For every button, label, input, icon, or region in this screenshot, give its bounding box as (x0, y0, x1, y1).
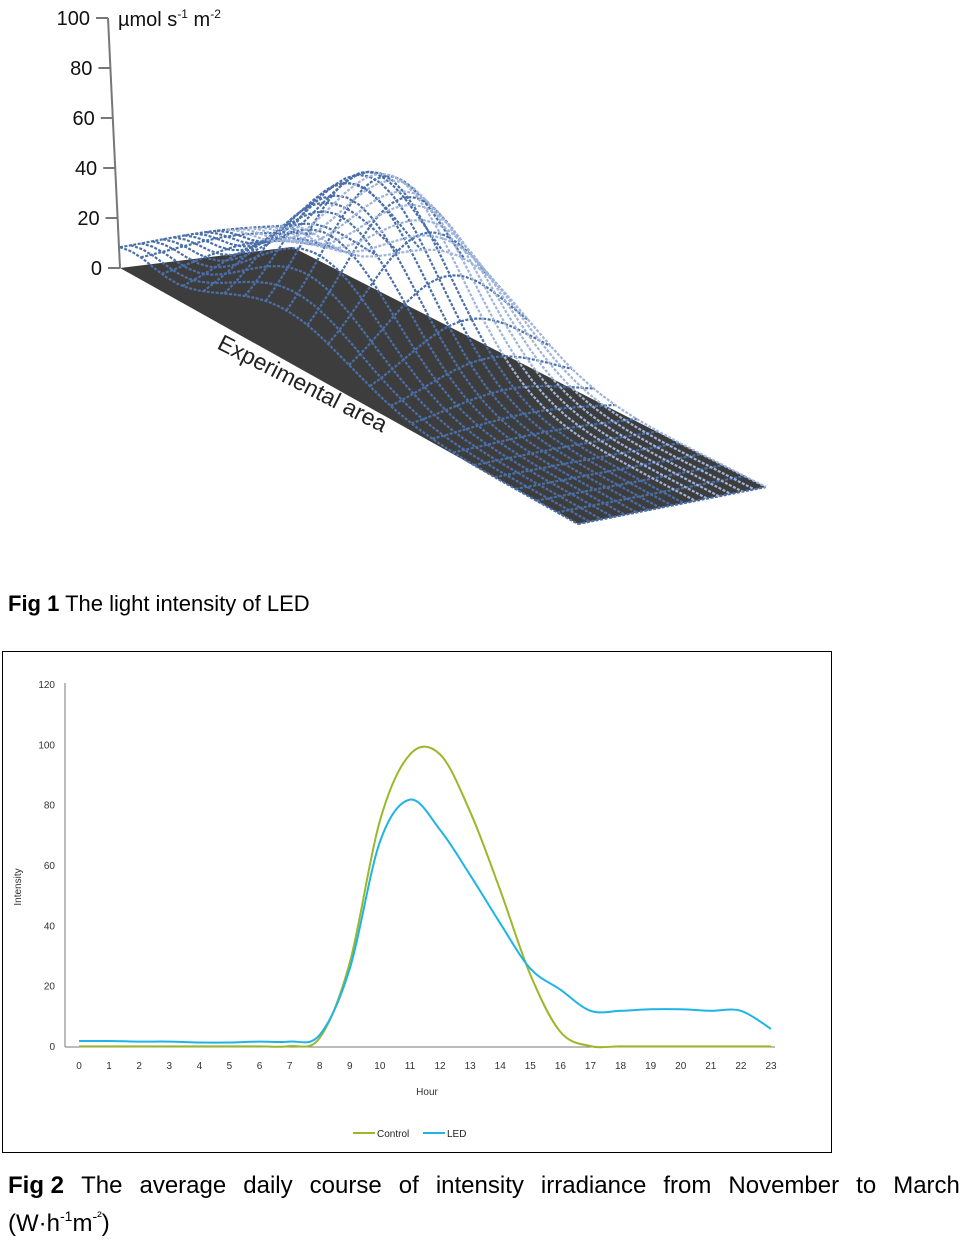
fig2-x-tick-label: 13 (465, 1061, 477, 1072)
fig2-caption-word: intensity (435, 1172, 524, 1199)
fig1-mesh-line (162, 228, 626, 516)
fig2-y-tick-label: 20 (44, 982, 56, 993)
fig2-x-tick-label: 14 (495, 1061, 507, 1072)
fig2-x-tick-label: 3 (166, 1061, 172, 1072)
fig1-mesh-line (205, 173, 673, 507)
fig1-mesh-line (152, 240, 614, 519)
fig2-caption-unit: (W·h-1m-²) (8, 1208, 110, 1237)
fig2-caption-word: November (728, 1172, 840, 1199)
fig2-x-tick-label: 15 (525, 1061, 537, 1072)
fig2-y-tick-label: 40 (44, 921, 56, 932)
fig2-caption-label: Fig 2 (8, 1172, 65, 1199)
fig1-mesh-line (281, 224, 755, 491)
fig2-x-tick-label: 17 (585, 1061, 597, 1072)
fig2-x-tick-label: 10 (374, 1061, 386, 1072)
fig1-mesh-line (536, 464, 724, 502)
fig2-legend: Control LED (353, 1129, 466, 1140)
fig2-caption-word: average (139, 1172, 227, 1199)
fig2-x-tick-label: 12 (434, 1061, 446, 1072)
fig1-unit-label: µmol s-1 m-2 (118, 7, 221, 31)
fig2-y-tick-label: 120 (38, 680, 55, 691)
fig2-y-tick-label: 80 (44, 801, 56, 812)
fig2-x-tick-label: 6 (257, 1061, 263, 1072)
fig2-x-tick-label: 7 (287, 1061, 293, 1072)
fig1-mesh-line (140, 231, 314, 259)
fig2-x-tick-label: 9 (347, 1061, 353, 1072)
fig1-tick-label: 60 (73, 108, 95, 130)
fig2-x-tick-label: 2 (136, 1061, 142, 1072)
fig1-mesh-line (348, 274, 530, 366)
fig1-mesh-line (181, 237, 357, 287)
fig2-x-tick-label: 21 (705, 1061, 717, 1072)
fig2-x-tick-label: 4 (197, 1061, 203, 1072)
fig2-series-lines (78, 745, 772, 1049)
fig1-mesh-line (130, 244, 591, 523)
fig2-series-control-line (79, 745, 771, 1049)
fig1-tick-label: 100 (57, 8, 90, 30)
fig1-tick-label: 0 (91, 258, 102, 280)
fig2-caption-word: March (893, 1172, 960, 1199)
fig1-tick-label: 80 (70, 58, 92, 80)
fig2-x-tick-label: 1 (106, 1061, 112, 1072)
fig1-mesh-line (238, 179, 708, 500)
fig1-vertical-axis (107, 17, 121, 269)
fig2-x-tick-label: 23 (765, 1061, 777, 1072)
fig1-mesh-line (291, 224, 767, 488)
fig1-mesh-line (119, 246, 579, 525)
fig2-caption-word: from (663, 1172, 712, 1199)
fig2-y-tick-label: 0 (49, 1042, 55, 1053)
fig2-x-tick-label: 18 (615, 1061, 627, 1072)
fig2-legend-label: Control (377, 1129, 409, 1140)
fig2-caption-word: course (309, 1172, 382, 1199)
fig2-caption-word: irradiance (540, 1172, 647, 1199)
fig2-series-led-line (78, 798, 772, 1044)
fig2-caption-word: The (81, 1172, 123, 1199)
fig2-x-tick-label: 5 (227, 1061, 233, 1072)
fig2-caption-word: of (398, 1172, 419, 1199)
fig1-caption-label: Fig 1 (8, 591, 60, 616)
fig1-mesh-line (259, 203, 732, 495)
fig2-caption: Fig 2 The average daily course of intensity ir… (8, 1170, 960, 1239)
fig2-x-tick-label: 16 (555, 1061, 567, 1072)
fig2-legend-label: LED (447, 1129, 466, 1140)
fig1-mesh-line (270, 219, 743, 493)
fig2-x-tick-label: 0 (76, 1061, 82, 1072)
fig2-x-axis-title: Hour (416, 1087, 438, 1098)
fig2-caption-line1: Fig 2 The average daily course of intensity ir… (8, 1170, 960, 1201)
fig1-tick-label: 20 (77, 208, 99, 230)
fig1-mesh-line (369, 317, 551, 388)
fig2-chart-frame: 0 20 40 60 80 100 120 0 1 2 3 4 5 6 7 8 9 10 11 12 13 14 15 16 1… (2, 651, 832, 1153)
fig1-floor-plane (120, 247, 766, 524)
fig2-x-tick-label: 19 (645, 1061, 657, 1072)
fig2-y-tick-label: 100 (38, 740, 55, 751)
fig1-mesh-line (173, 210, 638, 514)
fig2-x-tick-label: 8 (317, 1061, 323, 1072)
fig2-x-tick-label: 11 (405, 1061, 416, 1072)
fig1-surface-mesh (119, 170, 767, 526)
fig2-x-tick-label: 20 (675, 1061, 687, 1072)
fig1-caption-text: The light intensity of LED (65, 591, 310, 616)
fig1-tick-group: 0 20 40 60 80 100 (57, 8, 120, 280)
fig1-mesh-line (390, 355, 573, 407)
fig1-mesh-line (195, 181, 661, 509)
fig1-caption: Fig 1 The light intensity of LED (8, 591, 310, 617)
fig2-caption-word: daily (243, 1172, 293, 1199)
fig1-mesh-line (248, 189, 720, 498)
fig1-tick-label: 40 (75, 158, 97, 180)
fig1-mesh-line (452, 417, 637, 454)
fig2-x-tick-label: 22 (735, 1061, 747, 1072)
fig2-caption-word: to (856, 1172, 877, 1199)
fig2-y-tick-label: 60 (44, 861, 56, 872)
fig2-y-axis-title: Intensity (13, 868, 24, 905)
